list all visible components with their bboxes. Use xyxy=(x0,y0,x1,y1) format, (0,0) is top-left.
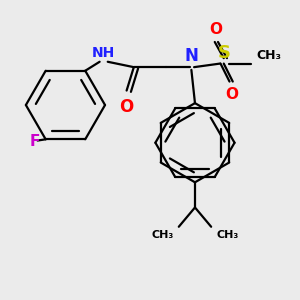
Text: CH₃: CH₃ xyxy=(217,230,239,240)
Text: CH₃: CH₃ xyxy=(256,49,281,62)
Text: O: O xyxy=(210,22,223,37)
Text: O: O xyxy=(119,98,134,116)
Text: F: F xyxy=(30,134,40,148)
Text: CH₃: CH₃ xyxy=(151,230,173,240)
Text: NH: NH xyxy=(92,46,115,60)
Text: N: N xyxy=(184,47,198,65)
Text: S: S xyxy=(217,44,230,62)
Text: O: O xyxy=(225,87,238,102)
